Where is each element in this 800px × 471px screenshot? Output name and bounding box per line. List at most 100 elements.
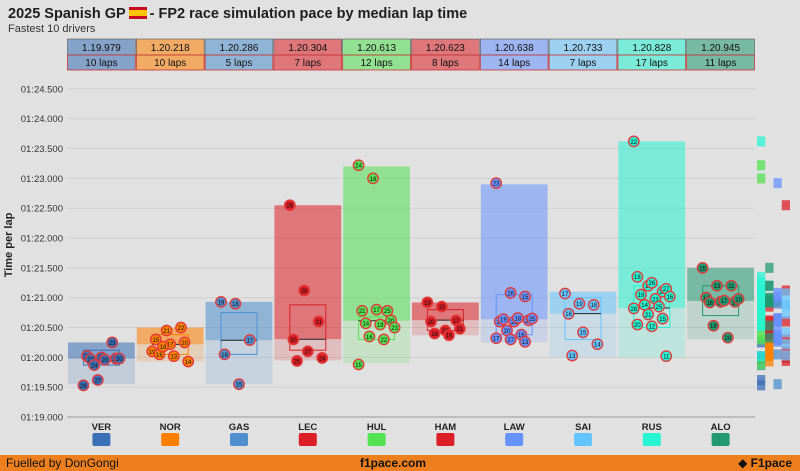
lap-number: 15 [580, 331, 587, 337]
red-bull-logo-icon [92, 433, 111, 446]
strip-segment [757, 334, 766, 345]
strip-segment [757, 277, 766, 288]
lap-number: 16 [366, 335, 373, 341]
strip-segment [765, 262, 774, 273]
lap-number: 19 [500, 318, 507, 324]
lap-number: 21 [645, 313, 652, 319]
lap-number: 26 [507, 291, 514, 297]
x-tick-label: ALO [711, 422, 731, 433]
laps-label: 5 laps [226, 58, 253, 69]
lap-point [428, 327, 441, 340]
footer-brand-label: F1pace [750, 456, 792, 470]
lap-point [352, 358, 365, 371]
median-label: 1.20.218 [151, 43, 190, 54]
lap-point [106, 336, 119, 349]
lap-number: 16 [446, 334, 453, 340]
lap-point [370, 303, 383, 316]
lap-number: 11 [663, 355, 670, 361]
x-axis: VER NOR GAS LEC HUL HAM LAW SAI RUS ALO [92, 422, 731, 446]
lower-range-bar [205, 340, 273, 385]
title-left: 2025 Spanish GP [8, 6, 126, 22]
lap-number: 26 [80, 384, 87, 390]
strip-segment [781, 350, 790, 361]
lap-number: 20 [504, 329, 511, 335]
lap-point [577, 326, 589, 339]
alpine-logo-icon [230, 433, 248, 446]
laps-cell [479, 54, 549, 71]
lap-number: 18 [634, 275, 641, 281]
lap-number: 15 [236, 383, 243, 389]
strip-segment [773, 313, 782, 324]
lap-number: 23 [109, 341, 116, 347]
lap-point [519, 290, 531, 303]
median-label: 1.20.638 [495, 43, 534, 54]
lap-point [160, 324, 173, 337]
lap-number: 24 [91, 364, 98, 370]
lap-number: 17 [562, 292, 569, 298]
strip-segment [757, 173, 766, 184]
lap-number: 16 [156, 353, 163, 359]
y-tick-label: 01:24.000 [21, 114, 63, 125]
median-label: 1.20.945 [701, 43, 740, 54]
strip-segment [781, 308, 790, 319]
strip-segment [781, 288, 790, 299]
chart-title: 2025 Spanish GP - FP2 race simulation pac… [8, 6, 467, 22]
lap-number: 18 [370, 177, 377, 183]
lap-number: 20 [724, 336, 731, 342]
lap-point [645, 320, 658, 333]
laps-label: 10 laps [154, 58, 186, 69]
lap-number: 27 [304, 350, 311, 356]
lap-number: 16 [666, 295, 673, 301]
y-tick-label: 01:21.000 [21, 293, 63, 304]
lap-point [627, 302, 640, 315]
lap-point [653, 300, 665, 313]
lap-point [374, 318, 387, 331]
lap-point [732, 292, 745, 305]
lap-point [77, 379, 90, 392]
lap-number: 30 [290, 338, 297, 344]
lap-number: 18 [710, 324, 717, 330]
median-label: 1.20.733 [564, 43, 603, 54]
strip-segment [757, 359, 766, 370]
f1pace-logo-icon: ◆ [738, 456, 751, 470]
lap-point [356, 304, 369, 317]
strip-segment [765, 320, 774, 331]
lap-point [229, 297, 242, 310]
lap-number: 20 [428, 320, 435, 326]
lap-point [656, 312, 669, 325]
strip-segment [773, 349, 782, 360]
lap-point [559, 287, 571, 300]
laps-label: 12 laps [360, 58, 392, 69]
lap-point [113, 352, 126, 365]
strip-segment [757, 271, 766, 282]
lap-point [218, 348, 231, 361]
lap-number: 17 [167, 343, 174, 349]
strip-segment [781, 316, 790, 327]
iqr-box [564, 297, 602, 340]
lap-point [215, 295, 227, 308]
lap-number: 13 [522, 340, 529, 346]
racing-bulls-logo-icon [505, 433, 524, 446]
lap-number: 23 [391, 326, 398, 332]
lap-number: 25 [656, 305, 663, 311]
lap-number: 15 [659, 317, 666, 323]
strip-segment [757, 375, 766, 386]
strip-segment [757, 291, 766, 302]
williams-logo-icon [574, 433, 592, 446]
ferrari-logo-icon [298, 433, 317, 446]
aston-martin-logo-icon [711, 433, 730, 446]
y-tick-label: 01:22.500 [21, 204, 63, 215]
lap-number: 14 [362, 322, 369, 328]
strip-segment [757, 160, 766, 171]
lap-number: 15 [699, 266, 706, 272]
lap-point [178, 336, 191, 349]
footer-site[interactable]: f1pace.com [360, 456, 427, 470]
strip-segment [765, 351, 774, 362]
lap-point [182, 355, 195, 368]
lap-point [377, 333, 390, 346]
strip-segment [765, 280, 774, 291]
laps-cell [411, 54, 480, 71]
lap-number: 22 [380, 338, 387, 344]
lap-number: 20 [102, 358, 109, 364]
lap-number: 22 [178, 326, 185, 332]
